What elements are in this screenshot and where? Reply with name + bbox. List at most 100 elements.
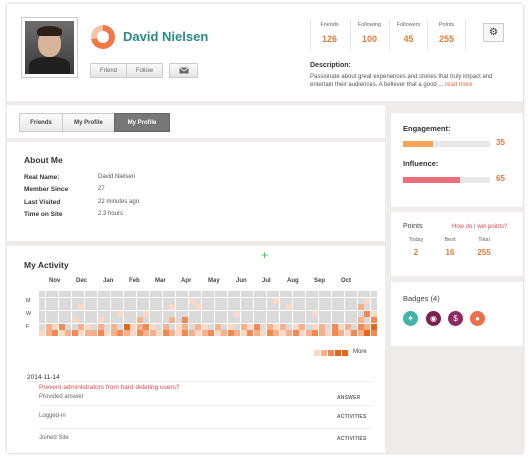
heatmap-cell[interactable] <box>182 310 188 317</box>
heatmap-cell[interactable] <box>221 317 227 323</box>
heatmap-cell[interactable] <box>286 317 292 323</box>
heatmap-cell[interactable] <box>370 330 377 336</box>
heatmap-cell[interactable] <box>65 323 71 330</box>
heatmap-cell[interactable] <box>65 310 71 317</box>
heatmap-cell[interactable] <box>52 317 58 323</box>
tab-my-profile[interactable]: My Profile <box>62 113 115 132</box>
heatmap-cell[interactable] <box>156 330 162 336</box>
heatmap-cell[interactable] <box>325 323 331 330</box>
heatmap-cell[interactable] <box>143 304 149 310</box>
heatmap-cell[interactable] <box>208 310 214 317</box>
heatmap-cell[interactable] <box>188 317 195 323</box>
tab-friends[interactable]: Friends <box>19 113 63 132</box>
heatmap-cell[interactable] <box>175 291 182 297</box>
heatmap-cell[interactable] <box>110 330 117 336</box>
heatmap-cell[interactable] <box>52 310 58 317</box>
heatmap-cell[interactable] <box>273 323 279 330</box>
heatmap-cell[interactable] <box>45 304 52 310</box>
heatmap-cell[interactable] <box>201 310 208 317</box>
heatmap-cell[interactable] <box>299 323 305 330</box>
heatmap-cell[interactable] <box>247 291 253 297</box>
heatmap-cell[interactable] <box>305 323 312 330</box>
heatmap-cell[interactable] <box>253 323 260 330</box>
heatmap-cell[interactable] <box>292 291 299 297</box>
heatmap-cell[interactable] <box>318 297 325 304</box>
heatmap-cell[interactable] <box>58 310 65 317</box>
heatmap-cell[interactable] <box>58 317 65 323</box>
heatmap-cell[interactable] <box>52 330 58 336</box>
heatmap-cell[interactable] <box>58 330 65 336</box>
heatmap-cell[interactable] <box>273 317 279 323</box>
heatmap-cell[interactable] <box>149 317 156 323</box>
heatmap-cell[interactable] <box>110 291 117 297</box>
heatmap-cell[interactable] <box>266 323 273 330</box>
heatmap-cell[interactable] <box>299 317 305 323</box>
heatmap-cell[interactable] <box>240 323 247 330</box>
heatmap-cell[interactable] <box>344 297 351 304</box>
heatmap-cell[interactable] <box>234 304 240 310</box>
heatmap-cell[interactable] <box>130 317 136 323</box>
heatmap-cell[interactable] <box>357 291 364 297</box>
heatmap-cell[interactable] <box>208 291 214 297</box>
heatmap-cell[interactable] <box>338 323 344 330</box>
heatmap-cell[interactable] <box>78 317 84 323</box>
heatmap-cell[interactable] <box>357 304 364 310</box>
heatmap-cell[interactable] <box>195 297 201 304</box>
heatmap-cell[interactable] <box>214 297 221 304</box>
heatmap-cell[interactable] <box>260 323 266 330</box>
heatmap-cell[interactable] <box>305 297 312 304</box>
heatmap-cell[interactable] <box>78 323 84 330</box>
heatmap-cell[interactable] <box>351 304 357 310</box>
heatmap-cell[interactable] <box>84 310 91 317</box>
heatmap-cell[interactable] <box>338 297 344 304</box>
heatmap-cell[interactable] <box>104 297 110 304</box>
heatmap-cell[interactable] <box>351 297 357 304</box>
heatmap-cell[interactable] <box>175 310 182 317</box>
stat-following[interactable]: Following 100 <box>350 20 388 50</box>
heatmap-cell[interactable] <box>143 310 149 317</box>
heatmap-cell[interactable] <box>195 330 201 336</box>
heatmap-cell[interactable] <box>325 310 331 317</box>
heatmap-cell[interactable] <box>286 330 292 336</box>
heatmap-cell[interactable] <box>65 317 71 323</box>
heatmap-cell[interactable] <box>253 304 260 310</box>
heatmap-cell[interactable] <box>344 291 351 297</box>
heatmap-cell[interactable] <box>266 297 273 304</box>
heatmap-cell[interactable] <box>91 323 97 330</box>
heatmap-cell[interactable] <box>279 323 286 330</box>
heatmap-cell[interactable] <box>149 330 156 336</box>
heatmap-cell[interactable] <box>364 310 370 317</box>
heatmap-cell[interactable] <box>162 310 169 317</box>
heatmap-cell[interactable] <box>91 291 97 297</box>
heatmap-cell[interactable] <box>214 310 221 317</box>
heatmap-cell[interactable] <box>312 297 318 304</box>
heatmap-cell[interactable] <box>299 304 305 310</box>
follow-button[interactable]: Follow <box>126 63 163 78</box>
heatmap-cell[interactable] <box>162 323 169 330</box>
heatmap-cell[interactable] <box>52 304 58 310</box>
heatmap-cell[interactable] <box>143 291 149 297</box>
heatmap-cell[interactable] <box>149 323 156 330</box>
heatmap-cell[interactable] <box>299 310 305 317</box>
heatmap-cell[interactable] <box>84 317 91 323</box>
heatmap-cell[interactable] <box>266 317 273 323</box>
heatmap-cell[interactable] <box>78 310 84 317</box>
heatmap-cell[interactable] <box>182 317 188 323</box>
heatmap-cell[interactable] <box>149 291 156 297</box>
heatmap-cell[interactable] <box>292 323 299 330</box>
heatmap-cell[interactable] <box>318 317 325 323</box>
heatmap-cell[interactable] <box>156 323 162 330</box>
heatmap-cell[interactable] <box>97 323 104 330</box>
eye-icon[interactable]: ◉ <box>426 311 441 326</box>
heatmap-cell[interactable] <box>351 310 357 317</box>
heatmap-cell[interactable] <box>169 310 175 317</box>
heatmap-cell[interactable] <box>273 291 279 297</box>
heatmap-cell[interactable] <box>214 291 221 297</box>
stat-points[interactable]: Points 255 <box>427 20 466 50</box>
heatmap-cell[interactable] <box>188 297 195 304</box>
heatmap-cell[interactable] <box>370 297 377 304</box>
heatmap-cell[interactable] <box>234 317 240 323</box>
heatmap-cell[interactable] <box>318 291 325 297</box>
heatmap-cell[interactable] <box>52 297 58 304</box>
heatmap-cell[interactable] <box>175 330 182 336</box>
